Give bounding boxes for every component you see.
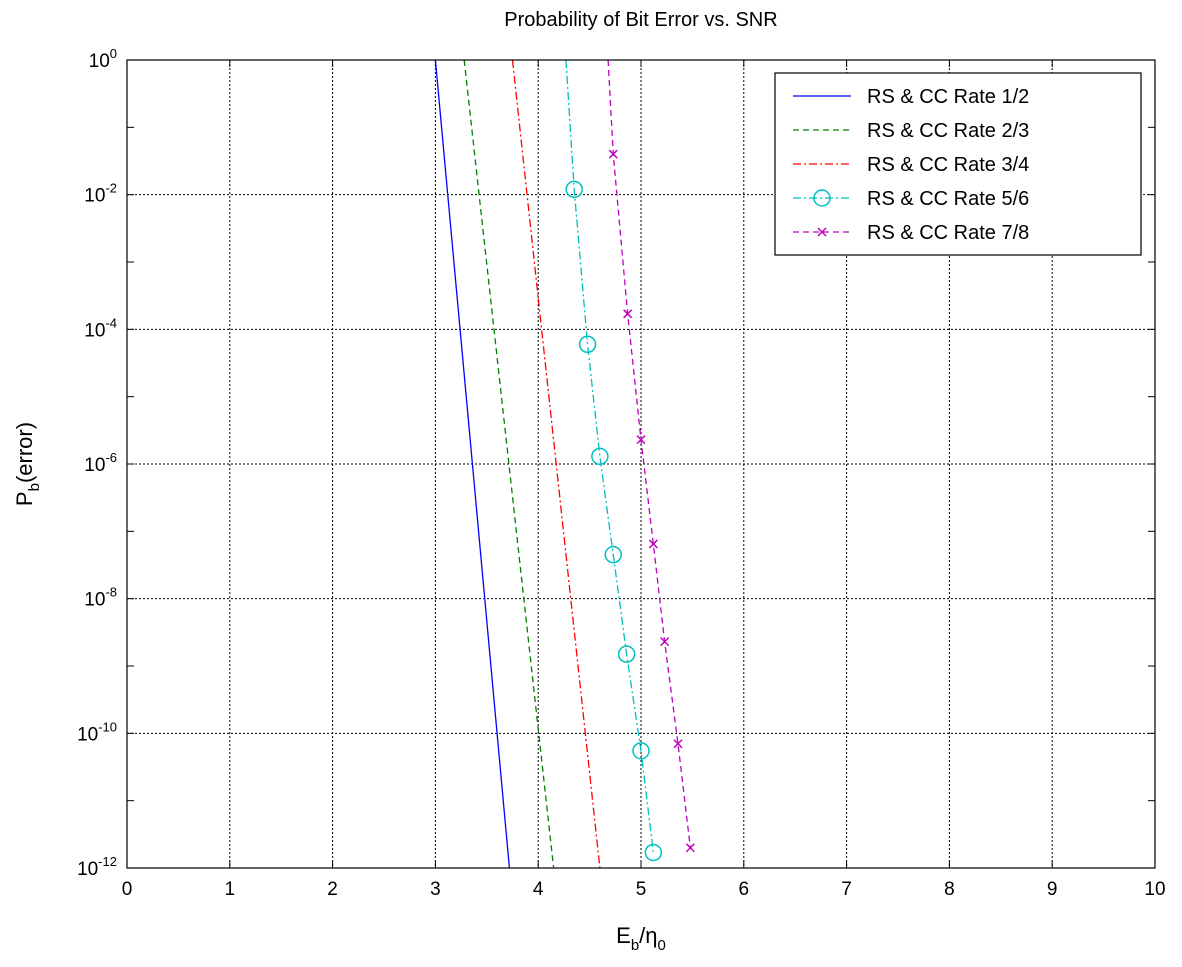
series-4-marker (644, 843, 663, 862)
marker-stroke (660, 637, 670, 647)
y-tick-base: 10 (84, 590, 105, 611)
series-4-marker (604, 545, 622, 564)
x-tick-label: 3 (430, 879, 441, 900)
y-tick-label: 10-12 (77, 854, 117, 880)
plot-area-border (126, 59, 1156, 869)
y-axis-label-rest: (error) (12, 422, 37, 483)
y-tick-exponent: -4 (105, 315, 117, 330)
y-tick-label: 10-10 (77, 719, 117, 745)
series-4-marker (591, 447, 609, 466)
y-tick-base: 10 (77, 724, 98, 745)
x-tick-label: 9 (1047, 879, 1058, 900)
marker-stroke (673, 739, 683, 749)
x-tick-label: 1 (225, 879, 236, 900)
marker-stroke (817, 227, 827, 237)
series-4-marker (632, 742, 650, 760)
marker-stroke (608, 149, 618, 159)
x-axis-label: Eb/η0 (616, 923, 666, 954)
x-tick-label: 6 (739, 879, 750, 900)
series-5-marker (623, 309, 633, 319)
legend-label-5: RS & CC Rate 7/8 (867, 222, 1029, 244)
y-tick-exponent: -6 (105, 450, 117, 465)
x-tick-label: 8 (944, 879, 955, 900)
legend-marker-4 (813, 189, 831, 207)
y-tick-exponent: -8 (105, 585, 117, 600)
x-tick-label: 10 (1144, 879, 1165, 900)
legend-label-1: RS & CC Rate 1/2 (867, 86, 1029, 108)
grid (127, 60, 1155, 868)
y-axis-label-main: P (12, 491, 37, 506)
legend-label-3: RS & CC Rate 3/4 (867, 154, 1029, 176)
series-4-marker (617, 645, 636, 663)
y-tick-label: 10-2 (84, 181, 117, 207)
series-line-5 (607, 59, 691, 848)
y-tick-base: 10 (84, 455, 105, 476)
y-tick-label: 10-4 (84, 315, 117, 341)
series-4-marker (578, 335, 597, 354)
legend: RS & CC Rate 1/2 RS & CC Rate 2/3 RS & CC … (774, 72, 1142, 256)
series-group (434, 59, 695, 869)
y-tick-label: 100 (89, 46, 117, 72)
y-tick-label: 10-6 (84, 450, 117, 476)
x-tick-label: 0 (122, 879, 133, 900)
series-4-marker (565, 180, 583, 199)
series-line-4 (565, 59, 654, 853)
y-tick-label: 10-8 (84, 585, 117, 611)
y-tick-exponent: -2 (105, 181, 117, 196)
marker-stroke (648, 539, 658, 549)
series-5-marker (608, 149, 618, 159)
y-tick-base: 10 (84, 320, 105, 341)
series-5-marker (685, 843, 695, 853)
series-line-2 (463, 59, 555, 869)
series-5-marker (660, 637, 670, 647)
y-axis-label: Pb(error) (12, 422, 43, 506)
y-tick-exponent: 0 (110, 46, 117, 61)
ticks: 0 1 2 3 4 5 6 7 8 9 1010010-210-410-610-810-1010-1… (77, 46, 1166, 900)
series-line-1 (434, 59, 511, 869)
legend-label-2: RS & CC Rate 2/3 (867, 120, 1029, 142)
y-tick-exponent: -12 (98, 854, 117, 869)
y-tick-base: 10 (89, 51, 110, 72)
x-tick-label: 7 (841, 879, 852, 900)
x-axis-label-sub2: 0 (658, 937, 666, 954)
x-tick-label: 4 (533, 879, 544, 900)
marker-stroke (636, 435, 646, 445)
y-axis-label-sub: b (26, 483, 43, 491)
series-5-marker (673, 739, 683, 749)
x-axis-label-main: E (616, 923, 631, 948)
series-line-3 (511, 59, 601, 869)
x-axis-label-sub1: b (631, 937, 639, 954)
x-tick-label: 2 (327, 879, 338, 900)
chart-title: Probability of Bit Error vs. SNR (504, 9, 777, 31)
marker-stroke (685, 843, 695, 853)
y-tick-exponent: -10 (98, 719, 117, 734)
y-tick-base: 10 (84, 186, 105, 207)
marker-stroke (623, 309, 633, 319)
x-tick-label: 5 (636, 879, 647, 900)
legend-label-4: RS & CC Rate 5/6 (867, 188, 1029, 210)
y-tick-base: 10 (77, 859, 98, 880)
series-5-marker (636, 435, 646, 445)
x-axis-label-mid: /η (639, 923, 657, 948)
legend-marker-5 (817, 227, 827, 237)
series-5-marker (648, 539, 658, 549)
